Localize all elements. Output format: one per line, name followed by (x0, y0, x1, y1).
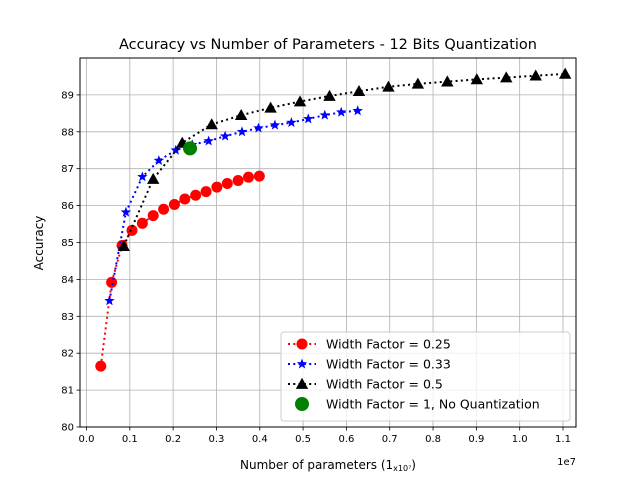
legend-label-1: Width Factor = 0.33 (326, 357, 451, 372)
x-axis-label-exponent: x10⁷ (393, 464, 411, 473)
data-point (253, 170, 265, 182)
data-point (147, 172, 160, 184)
y-tick-label: 86 (61, 201, 74, 212)
y-tick-label: 85 (61, 238, 74, 249)
axis-ticks: 0.0 0.1 0.2 0.3 0.4 0.5 0.6 0.7 0.8 0.9 1.0 1.1 80 81… (61, 90, 571, 445)
x-tick-label: 0.1 (122, 434, 138, 445)
data-point (117, 239, 130, 252)
data-point (470, 73, 483, 85)
data-point (200, 186, 212, 198)
data-point (221, 177, 233, 189)
data-point (137, 171, 148, 182)
series-line-2 (122, 72, 566, 247)
data-point (183, 141, 198, 156)
x-tick-label: 0.5 (295, 434, 311, 445)
y-tick-label: 82 (61, 349, 74, 360)
data-point (269, 119, 281, 130)
data-point (323, 89, 336, 101)
data-point (203, 135, 214, 146)
series-line-0 (99, 175, 260, 367)
legend-marker-1 (296, 358, 308, 369)
data-point (120, 206, 132, 217)
data-point (303, 113, 314, 124)
x-axis-label-close: ) (411, 458, 416, 472)
x-tick-label: 1.1 (555, 434, 571, 445)
data-point (158, 203, 170, 215)
data-point (500, 71, 513, 83)
data-point (335, 106, 347, 117)
chart-title: Accuracy vs Number of Parameters - 12 Bi… (119, 37, 537, 53)
y-tick-label: 84 (61, 275, 74, 286)
data-point (190, 189, 202, 201)
x-axis-label-main: Number of parameters ( (240, 458, 386, 472)
x-tick-label: 0.9 (468, 434, 484, 445)
data-point (529, 69, 542, 81)
data-point (205, 118, 218, 130)
x-tick-label: 0.2 (165, 434, 181, 445)
data-point (234, 108, 248, 121)
data-point (136, 217, 148, 229)
y-tick-label: 89 (61, 90, 74, 101)
x-axis-label-unit: 1 (386, 458, 394, 472)
y-tick-label: 80 (61, 423, 74, 434)
y-tick-label: 83 (61, 312, 74, 323)
x-axis-label: Number of parameters (1x10⁷) (240, 458, 416, 473)
data-point (236, 126, 248, 137)
x-tick-label: 0.0 (79, 434, 95, 445)
data-point (558, 67, 572, 79)
plot-series (95, 67, 572, 372)
data-point (286, 117, 297, 128)
data-point (106, 276, 118, 288)
data-point (95, 360, 107, 372)
data-point (411, 77, 425, 89)
x-tick-label: 0.7 (382, 434, 398, 445)
x-tick-label: 0.8 (425, 434, 441, 445)
data-point (352, 85, 366, 97)
x-tick-label: 0.4 (252, 434, 268, 445)
legend-label-3: Width Factor = 1, No Quantization (326, 397, 540, 412)
data-point (147, 210, 159, 222)
data-point (179, 193, 191, 205)
data-point (264, 101, 277, 113)
data-point (170, 144, 181, 155)
series-3 (183, 141, 198, 156)
data-point (441, 75, 454, 87)
y-tick-label: 88 (61, 127, 74, 138)
x-offset-text: 1e7 (557, 457, 576, 468)
data-point (293, 95, 307, 107)
legend-label-0: Width Factor = 0.25 (326, 337, 451, 352)
series-0 (95, 170, 265, 372)
y-axis-label: Accuracy (32, 216, 46, 271)
x-tick-label: 1.0 (512, 434, 528, 445)
x-tick-label: 0.3 (209, 434, 225, 445)
data-point (168, 198, 180, 210)
legend-marker-0 (296, 338, 308, 350)
y-tick-label: 81 (61, 386, 74, 397)
legend-marker-3 (295, 397, 309, 411)
data-point (153, 155, 165, 166)
data-point (352, 105, 363, 116)
legend-label-2: Width Factor = 0.5 (326, 377, 443, 392)
legend: Width Factor = 0.25 Width Factor = 0.33 Wi… (280, 331, 571, 422)
data-point (243, 171, 255, 183)
legend-marker-2 (295, 377, 309, 389)
data-point (126, 224, 138, 236)
data-point (382, 80, 395, 92)
data-point (319, 109, 330, 120)
y-tick-label: 87 (61, 164, 74, 175)
data-point (232, 175, 244, 187)
data-point (104, 295, 115, 306)
data-point (211, 181, 223, 193)
legend-box (280, 331, 571, 422)
data-point (219, 130, 231, 141)
x-tick-label: 0.6 (338, 434, 354, 445)
data-point (253, 122, 264, 133)
